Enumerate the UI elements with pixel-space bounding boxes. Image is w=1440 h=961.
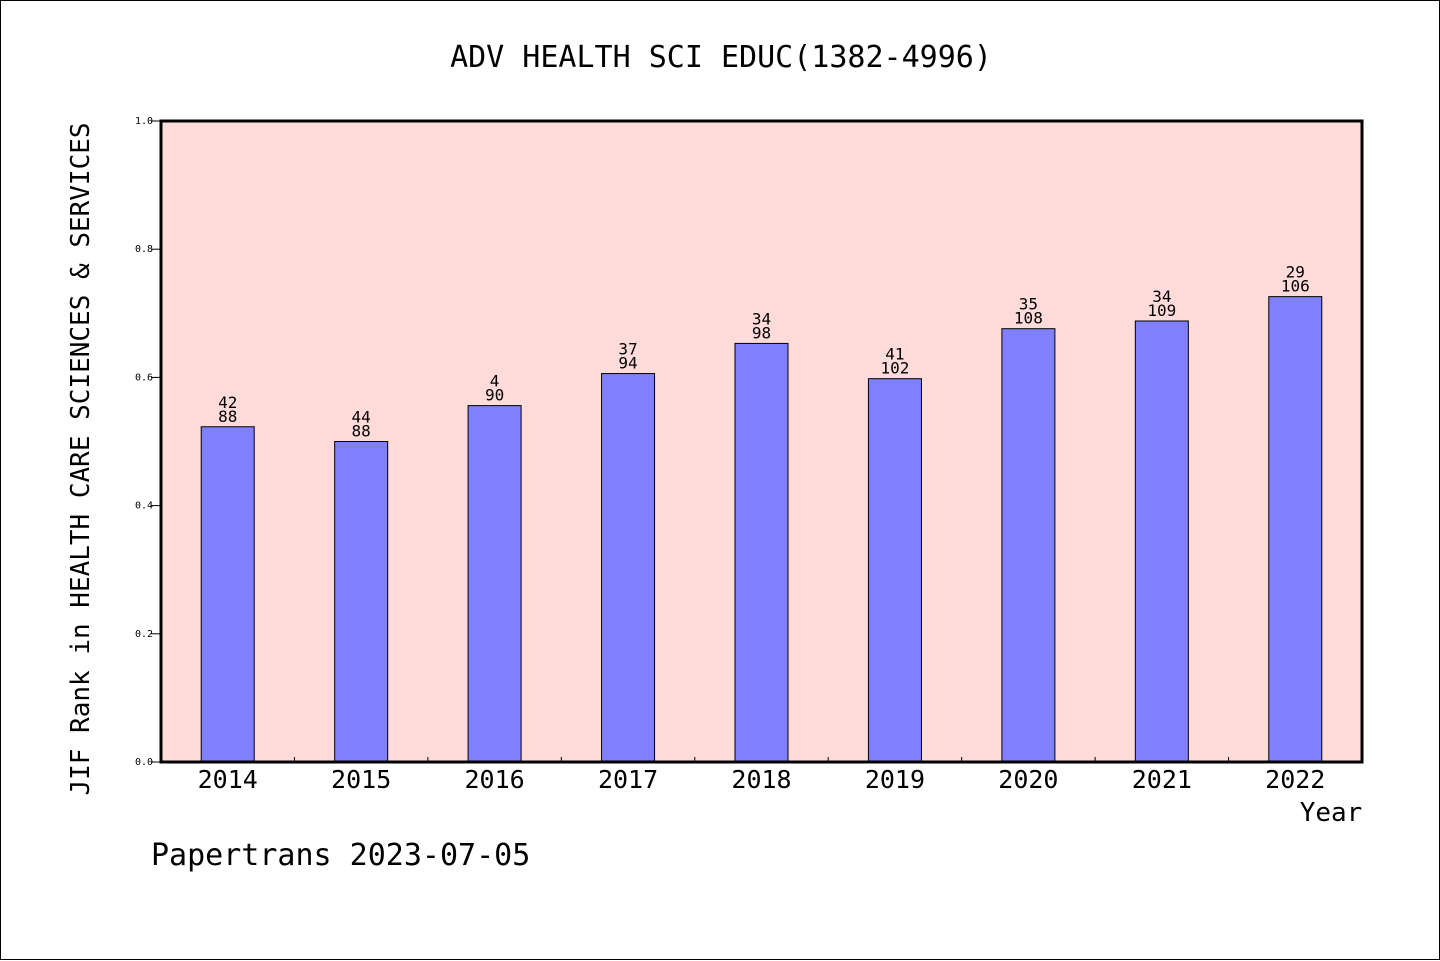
x-tick-label: 2018 [731, 765, 791, 794]
y-axis-ticks: 0.0 0.2 0.4 0.6 0.8 1.0 [135, 116, 161, 768]
bar-rank-label: 42 [218, 393, 237, 412]
bar-total-label: 98 [752, 323, 771, 342]
bar-total-label: 106 [1281, 277, 1310, 296]
bar-2020 [1001, 328, 1056, 763]
x-tick-label: 2017 [598, 765, 658, 794]
bar-2018 [734, 342, 789, 763]
y-tick-label: 0.0 [135, 757, 153, 768]
y-tick-label: 1.0 [135, 116, 153, 127]
bar-rank-label: 4 [490, 372, 500, 391]
x-tick-label: 2014 [198, 765, 258, 794]
bar-rank-label: 34 [752, 309, 771, 328]
bar-2022 [1268, 296, 1323, 763]
bar-rank-label: 29 [1286, 263, 1305, 282]
y-axis-label: JIF Rank in HEALTH CARE SCIENCES & SERVI… [66, 122, 96, 795]
y-tick-label: 0.2 [135, 629, 153, 640]
x-tick-label: 2015 [331, 765, 391, 794]
footer-credit: Papertrans 2023-07-05 [151, 838, 530, 873]
bar-total-label: 108 [1014, 309, 1043, 328]
bar-total-label: 102 [880, 359, 909, 378]
x-tick-label: 2022 [1265, 765, 1325, 794]
bar-total-label: 88 [218, 407, 237, 426]
bar-rank-label: 44 [352, 408, 371, 427]
bar-2015 [334, 441, 389, 763]
x-tick-label: 2016 [465, 765, 525, 794]
bar-rank-label: 41 [885, 345, 904, 364]
chart-title: ADV HEALTH SCI EDUC(1382-4996) [450, 40, 992, 75]
bar-total-label: 94 [618, 354, 637, 373]
bar-2019 [867, 378, 922, 763]
bars [200, 296, 1323, 763]
bar-2021 [1134, 320, 1189, 763]
bar-rank-label: 35 [1019, 295, 1038, 314]
bar-total-label: 88 [352, 422, 371, 441]
bar-rank-label: 34 [1152, 287, 1171, 306]
x-axis-label: Year [1300, 798, 1363, 828]
bar-2016 [467, 405, 522, 763]
x-tick-label: 2019 [865, 765, 925, 794]
bar-2017 [601, 373, 656, 763]
y-tick-label: 0.4 [135, 501, 153, 512]
bar-rank-label: 37 [618, 340, 637, 359]
bar-total-label: 90 [485, 386, 504, 405]
bar-2014 [200, 426, 255, 763]
y-tick-label: 0.8 [135, 244, 153, 255]
bar-total-label: 109 [1147, 301, 1176, 320]
x-axis-ticks: 2014 2015 2016 2017 2018 2019 2020 2021 2022 [198, 757, 1325, 794]
x-tick-label: 2021 [1132, 765, 1192, 794]
y-tick-label: 0.6 [135, 372, 153, 383]
plot-border [159, 119, 1364, 764]
x-tick-label: 2020 [998, 765, 1058, 794]
